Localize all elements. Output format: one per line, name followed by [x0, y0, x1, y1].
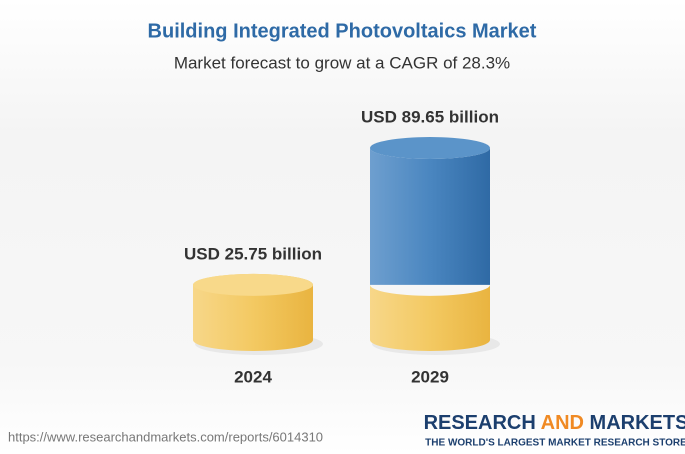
chart-title: Building Integrated Photovoltaics Market	[148, 20, 537, 42]
cylinder-top	[193, 273, 313, 296]
source-url: https://www.researchandmarkets.com/repor…	[8, 429, 323, 444]
logo-word: AND	[541, 412, 584, 434]
logo: RESEARCH AND MARKETS	[424, 412, 685, 434]
x-tick-label: 2024	[234, 367, 272, 386]
chart-subtitle: Market forecast to grow at a CAGR of 28.…	[174, 53, 510, 72]
logo-word: MARKETS	[590, 412, 685, 434]
logo-tagline: THE WORLD'S LARGEST MARKET RESEARCH STOR…	[425, 438, 685, 449]
value-label: USD 25.75 billion	[184, 244, 322, 263]
cylinder-base	[370, 284, 491, 351]
x-tick-label: 2029	[411, 367, 449, 386]
cylinder-body	[370, 148, 490, 285]
value-label: USD 89.65 billion	[361, 107, 499, 126]
logo-word: RESEARCH	[424, 412, 536, 434]
cylinder-top	[370, 137, 490, 159]
